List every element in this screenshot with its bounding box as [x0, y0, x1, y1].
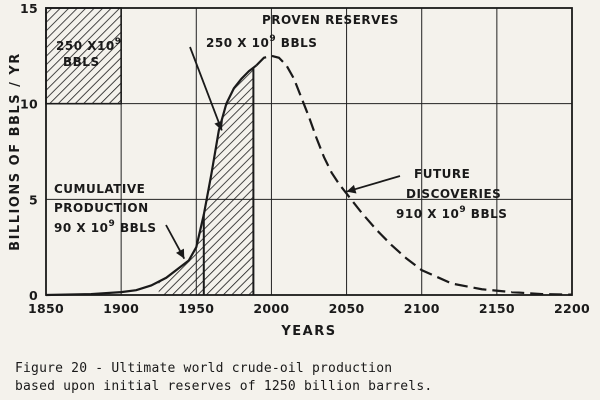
annotation-text: PRODUCTION [54, 201, 149, 215]
production-curve [45, 54, 573, 297]
annotation-suffix: BBLS [276, 36, 317, 50]
annotation-cum-sub: PRODUCTION [54, 201, 149, 215]
annotation-fut-sub: DISCOVERIES [406, 187, 501, 201]
y-tick-label-10: 10 [20, 97, 38, 112]
arrow-proven-reserves [189, 46, 223, 131]
annotation-fut-value: 910 X 109 BBLS [396, 205, 507, 221]
x-tick-label-2100: 2100 [404, 301, 440, 316]
x-tick-label-1900: 1900 [103, 301, 139, 316]
annotation-text: DISCOVERIES [406, 187, 501, 201]
projected-production-line [255, 54, 573, 296]
annotation-text: 90 X 10 [54, 221, 109, 235]
x-tick-label-2150: 2150 [479, 301, 515, 316]
annotation-text: 910 X 10 [396, 207, 459, 221]
figure-caption: Figure 20 - Ultimate world crude-oil pro… [15, 361, 432, 394]
x-tick-label-2000: 2000 [253, 301, 289, 316]
arrow-proven-reserves-head [214, 120, 223, 131]
axes [45, 7, 573, 296]
annotation-cum-value: 90 X 109 BBLS [54, 219, 157, 235]
annotation-text: CUMULATIVE [54, 182, 145, 196]
annotation-cum-title: CUMULATIVE [54, 182, 145, 196]
annotation-text: BBLS [63, 55, 100, 69]
annotation-superscript: 9 [109, 219, 116, 229]
caption-line-1: Figure 20 - Ultimate world crude-oil pro… [15, 361, 392, 376]
x-axis-label: YEARS [280, 324, 336, 339]
plot-frame [45, 7, 573, 296]
hatched-regions [45, 7, 255, 295]
annotation-text: 250 X10 [56, 39, 115, 53]
y-tick-label-5: 5 [29, 192, 38, 207]
arrow-future-discoveries-head [346, 184, 357, 194]
y-tick-label-15: 15 [20, 1, 38, 16]
annotation-text: 250 X 10 [206, 36, 269, 50]
annotation-suffix: BBLS [466, 207, 507, 221]
y-axis-label: BILLIONS OF BBLS / YR [8, 52, 23, 251]
proven-reserves-area [203, 67, 254, 295]
annotation-text: PROVEN RESERVES [262, 13, 399, 27]
annotation-proven-title: PROVEN RESERVES [262, 13, 399, 27]
arrow-cumulative-production-head [176, 248, 185, 259]
grid [45, 7, 573, 296]
x-tick-label-1850: 1850 [28, 301, 64, 316]
annotation-suffix: BBLS [115, 221, 156, 235]
tick-labels: 1850 1900 1950 2000 2050 2100 2150 2200 0 5 10 15 [20, 1, 590, 316]
annotation-superscript: 9 [459, 205, 466, 215]
x-tick-label-1950: 1950 [178, 301, 214, 316]
legend-hatch-box [45, 7, 122, 105]
x-tick-label-2200: 2200 [554, 301, 590, 316]
historical-production-line [45, 64, 258, 297]
annotation-legend-bottom: BBLS [63, 55, 100, 69]
annotation-legend-top: 250 X109 [56, 37, 121, 53]
arrow-future-discoveries [346, 175, 401, 193]
caption-line-2: based upon initial reserves of 1250 bill… [15, 379, 432, 394]
annotation-fut-title: FUTURE [414, 167, 470, 181]
y-tick-label-0: 0 [29, 288, 38, 303]
cumulative-production-area [158, 214, 204, 295]
axis-labels: YEARS BILLIONS OF BBLS / YR [8, 52, 336, 339]
annotation-superscript: 9 [115, 37, 122, 47]
annotation-superscript: 9 [269, 34, 276, 44]
annotation-proven-value: 250 X 109 BBLS [206, 34, 317, 50]
annotation-text: FUTURE [414, 167, 470, 181]
x-tick-label-2050: 2050 [329, 301, 365, 316]
